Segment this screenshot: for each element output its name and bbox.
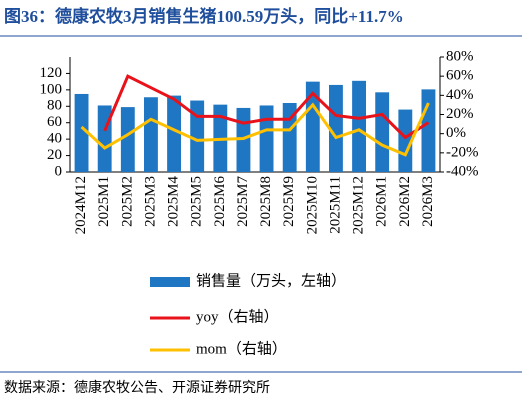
bar <box>398 109 413 172</box>
x-tick-label: 2025M1 <box>96 176 112 227</box>
bar <box>120 107 135 172</box>
bar <box>97 105 112 172</box>
bar <box>375 92 390 172</box>
bar <box>144 97 158 172</box>
y-tick-label: 100 <box>40 81 63 97</box>
bar <box>421 89 436 172</box>
y2-tick-label: -40% <box>446 163 479 179</box>
y-tick-label: 0 <box>55 163 63 179</box>
y2-tick-label: 80% <box>446 48 474 64</box>
x-tick-label: 2025M6 <box>212 176 228 227</box>
legend-swatch <box>150 277 190 287</box>
x-tick-label: 2026M1 <box>374 176 390 227</box>
y-tick-label: 60 <box>47 114 62 130</box>
x-tick-label: 2025M10 <box>304 176 320 234</box>
y2-tick-label: -20% <box>446 144 479 160</box>
bar <box>259 105 274 172</box>
y-tick-label: 20 <box>47 147 62 163</box>
y-tick-label: 40 <box>47 131 62 147</box>
bar <box>167 95 181 172</box>
source: 数据来源：德康农牧公告、开源证券研究所 <box>4 379 270 396</box>
legend-label: yoy（右轴） <box>196 308 279 325</box>
x-tick-label: 2025M12 <box>351 176 367 234</box>
x-tick-label: 2026M2 <box>397 176 413 227</box>
legend-label: mom（右轴） <box>196 340 287 357</box>
x-tick-label: 2025M2 <box>119 176 135 227</box>
x-tick-label: 2025M4 <box>166 176 182 227</box>
bar <box>329 84 343 172</box>
y2-tick-label: 0% <box>446 125 466 141</box>
x-tick-label: 2025M7 <box>235 176 251 227</box>
x-tick-label: 2026M3 <box>420 176 436 227</box>
y-tick-label: 80 <box>47 98 62 114</box>
x-tick-label: 2025M11 <box>327 176 343 234</box>
legend-label: 销售量（万头，左轴） <box>196 272 346 289</box>
y2-tick-label: 20% <box>446 106 474 122</box>
bar <box>305 81 320 172</box>
y2-tick-label: 60% <box>446 68 474 84</box>
chart-title: 图36：德康农牧3月销售生猪100.59万头，同比+11.7% <box>4 6 404 26</box>
bar <box>74 93 89 172</box>
x-tick-label: 2025M3 <box>142 176 158 227</box>
bar <box>352 80 366 172</box>
x-tick-label: 2024M12 <box>73 176 89 234</box>
y-tick-label: 120 <box>40 65 63 81</box>
y2-tick-label: 40% <box>446 87 474 103</box>
line <box>103 74 430 140</box>
bar <box>190 100 205 172</box>
line <box>80 102 430 157</box>
x-tick-label: 2025M5 <box>189 176 205 227</box>
x-tick-label: 2025M8 <box>258 176 274 227</box>
x-tick-label: 2025M9 <box>281 176 297 227</box>
